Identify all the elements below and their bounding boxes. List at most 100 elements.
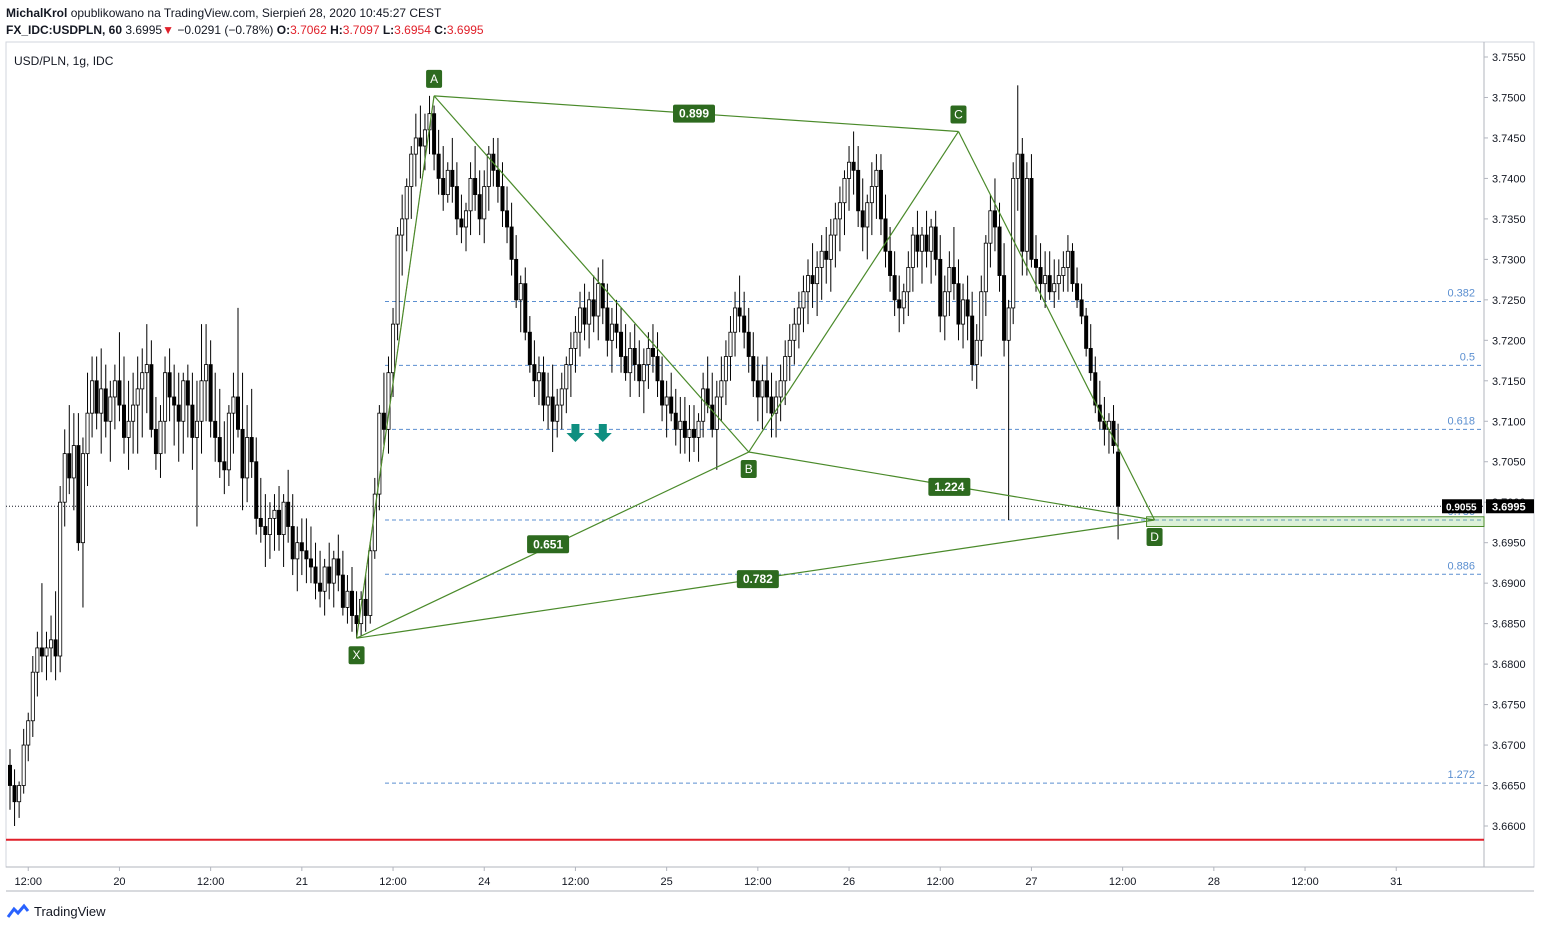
chart-title: USD/PLN, 1g, IDC bbox=[14, 54, 114, 68]
candle-body bbox=[336, 558, 341, 576]
candle-body bbox=[582, 307, 587, 325]
candle-body bbox=[131, 404, 136, 422]
candle-body bbox=[965, 299, 970, 317]
candle-body bbox=[824, 250, 829, 260]
candle-body bbox=[217, 437, 222, 463]
candle-body bbox=[819, 250, 824, 268]
candle-body bbox=[755, 380, 760, 398]
y-tick-label: 3.6650 bbox=[1492, 781, 1526, 793]
candle-body bbox=[473, 178, 478, 196]
candle-body bbox=[1116, 451, 1121, 507]
candle-body bbox=[400, 218, 405, 236]
candle-body bbox=[920, 234, 925, 252]
price-chart[interactable]: USD/PLN, 1g, IDC 3.7550 3.7500 3.7450 3.7400… bbox=[0, 0, 1541, 900]
pivot-label: B bbox=[745, 462, 753, 476]
candle-body bbox=[172, 396, 177, 406]
candle-body bbox=[1079, 299, 1084, 317]
candle-body bbox=[7, 764, 12, 786]
candle-body bbox=[340, 574, 345, 608]
candle-body bbox=[1024, 178, 1029, 252]
candle-body bbox=[559, 388, 564, 406]
x-tick-label: 28 bbox=[1208, 876, 1220, 888]
candle-body bbox=[21, 744, 26, 786]
candle-body bbox=[422, 129, 427, 147]
candle-body bbox=[956, 283, 961, 325]
x-tick-label: 27 bbox=[1025, 876, 1037, 888]
candle-body bbox=[746, 331, 751, 357]
x-tick-label: 31 bbox=[1390, 876, 1402, 888]
candle-body bbox=[728, 331, 733, 357]
candle-body bbox=[395, 234, 400, 325]
candle-body bbox=[1015, 153, 1020, 179]
candle-body bbox=[404, 186, 409, 220]
candle-body bbox=[737, 307, 742, 317]
candle-body bbox=[80, 453, 85, 544]
up-arrow-icon bbox=[566, 424, 585, 443]
candle-body bbox=[673, 412, 678, 430]
candle-body bbox=[231, 396, 236, 414]
candle-body bbox=[277, 509, 282, 535]
candle-body bbox=[847, 161, 852, 179]
close-label: C: bbox=[434, 23, 447, 37]
candle-body bbox=[176, 404, 181, 422]
candle-body bbox=[245, 437, 250, 479]
author-name: MichalKrol bbox=[6, 6, 68, 20]
candle-body bbox=[222, 461, 227, 471]
candle-body bbox=[153, 428, 158, 455]
candle-body bbox=[391, 323, 396, 374]
fib-level-label: 0.382 bbox=[1447, 287, 1475, 299]
candle-body bbox=[117, 380, 122, 406]
candle-body bbox=[865, 202, 870, 228]
candle-body bbox=[354, 615, 359, 625]
ratio-label-box bbox=[736, 570, 779, 589]
candle-body bbox=[1093, 372, 1098, 406]
ratio-label: 0.651 bbox=[533, 537, 563, 551]
candle-body bbox=[99, 388, 104, 414]
candle-body bbox=[1056, 275, 1061, 285]
candle-body bbox=[974, 339, 979, 366]
candle-body bbox=[842, 178, 847, 204]
candle-body bbox=[468, 178, 473, 212]
ratio-label-box bbox=[928, 477, 971, 496]
candle-body bbox=[103, 388, 108, 422]
current-tag-left-box bbox=[1442, 499, 1482, 514]
candle-body bbox=[764, 380, 769, 398]
candle-body bbox=[263, 526, 268, 535]
candle-body bbox=[992, 210, 997, 228]
candle-body bbox=[774, 396, 779, 414]
symbol-label: FX_IDC:USDPLN, 60 bbox=[6, 23, 123, 37]
candle-body bbox=[1038, 267, 1043, 285]
candle-body bbox=[536, 372, 541, 382]
candle-body bbox=[942, 291, 947, 317]
y-tick-label: 3.6750 bbox=[1492, 700, 1526, 712]
candle-body bbox=[135, 388, 140, 406]
candle-body bbox=[318, 582, 323, 592]
ratio-label: 0.782 bbox=[743, 572, 773, 586]
candle-body bbox=[418, 137, 423, 147]
up-arrow-icon bbox=[593, 424, 612, 443]
leg-xa bbox=[355, 95, 435, 639]
y-tick-label: 3.6950 bbox=[1492, 538, 1526, 550]
candle-body bbox=[413, 137, 418, 155]
x-tick-label: 12:00 bbox=[14, 876, 42, 888]
candle-body bbox=[578, 307, 583, 333]
candle-body bbox=[509, 226, 514, 260]
ratio-label: 1.224 bbox=[934, 480, 964, 494]
y-tick-label: 3.7300 bbox=[1492, 254, 1526, 266]
y-tick-label: 3.7200 bbox=[1492, 335, 1526, 347]
x-tick-label: 21 bbox=[296, 876, 308, 888]
y-tick-label: 3.7500 bbox=[1492, 92, 1526, 104]
candle-body bbox=[281, 501, 286, 535]
candle-body bbox=[272, 509, 277, 519]
candle-body bbox=[929, 226, 934, 252]
candle-body bbox=[623, 356, 628, 374]
y-tick-label: 3.7450 bbox=[1492, 133, 1526, 145]
candle-body bbox=[345, 590, 350, 608]
y-tick-label: 3.7250 bbox=[1492, 295, 1526, 307]
candle-body bbox=[719, 380, 724, 398]
candle-body bbox=[1052, 283, 1057, 293]
current-tag-left: 0.9055 bbox=[1446, 502, 1477, 513]
candle-body bbox=[733, 307, 738, 333]
candle-body bbox=[76, 445, 81, 544]
candle-body bbox=[837, 202, 842, 220]
